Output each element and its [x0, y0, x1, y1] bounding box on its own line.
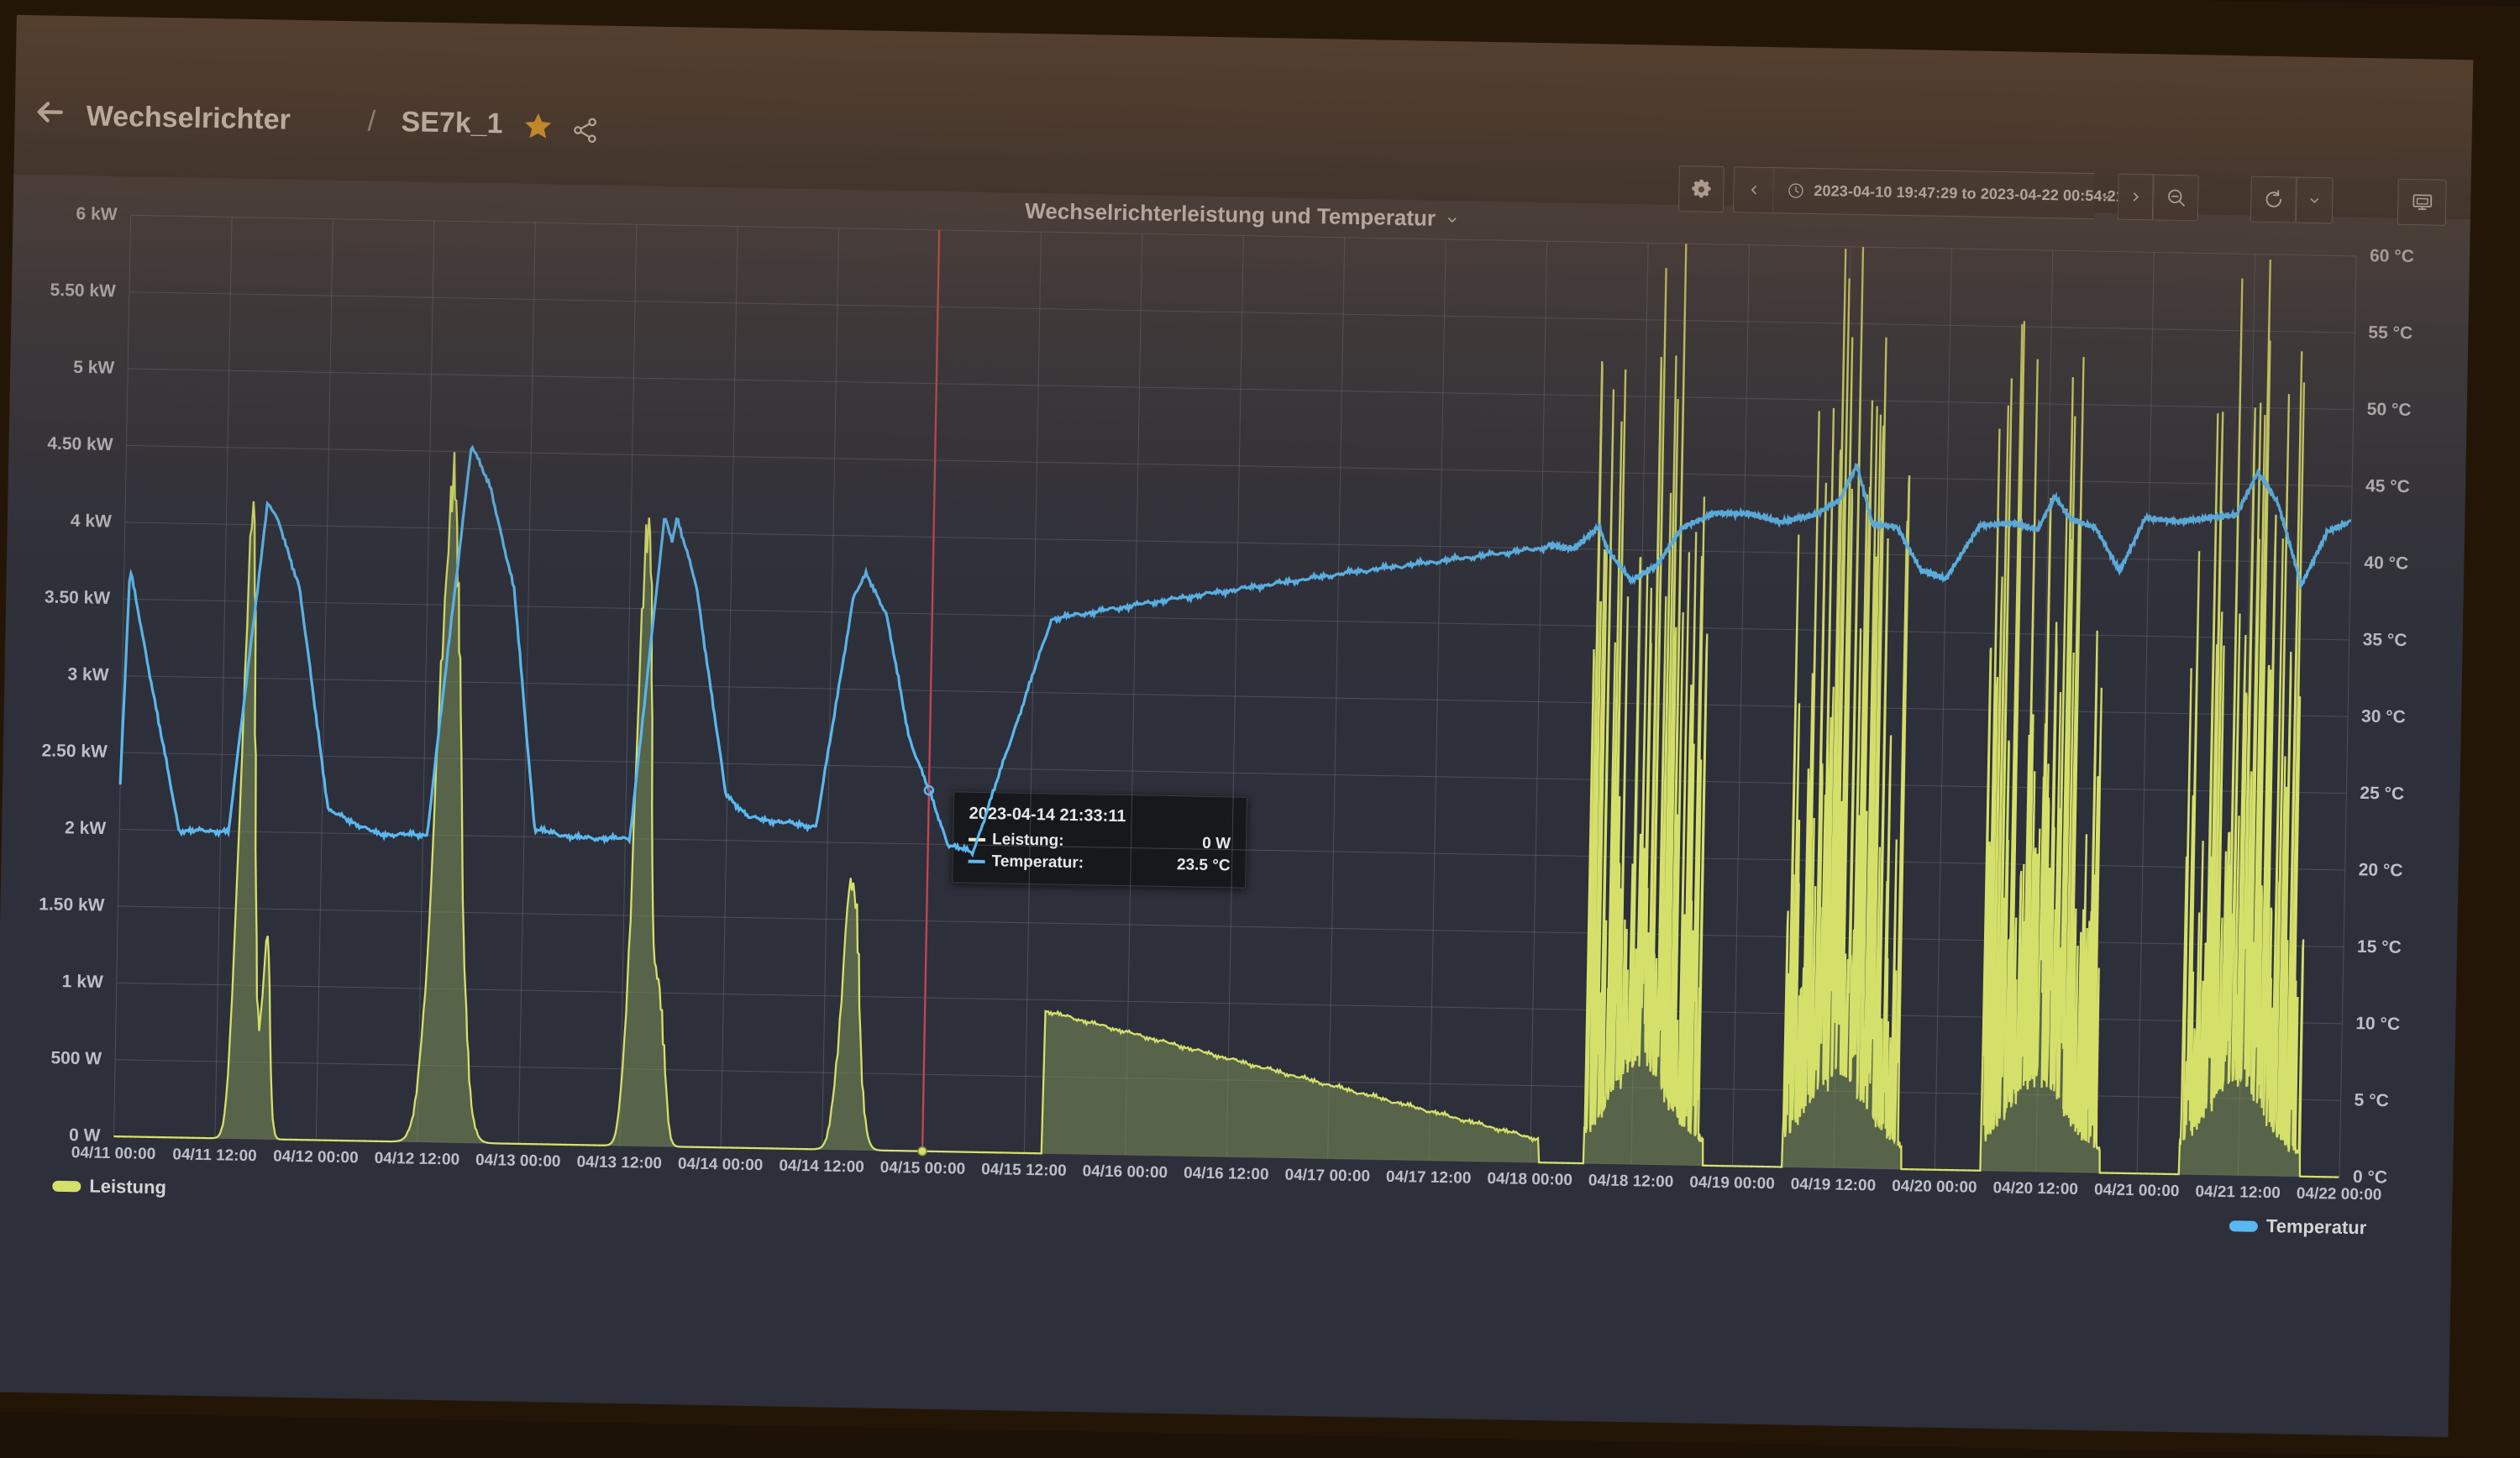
svg-text:30 °C: 30 °C — [2361, 707, 2406, 727]
svg-text:04/12 12:00: 04/12 12:00 — [375, 1150, 460, 1169]
svg-text:04/20 00:00: 04/20 00:00 — [1892, 1177, 1977, 1197]
svg-text:0 °C: 0 °C — [2353, 1167, 2387, 1188]
svg-text:0 W: 0 W — [69, 1125, 101, 1146]
svg-text:4.50 kW: 4.50 kW — [47, 434, 113, 454]
svg-text:04/14 12:00: 04/14 12:00 — [779, 1157, 864, 1177]
svg-text:500 W: 500 W — [50, 1048, 102, 1068]
svg-text:35 °C: 35 °C — [2363, 630, 2407, 650]
svg-text:04/12 00:00: 04/12 00:00 — [273, 1148, 359, 1167]
svg-text:04/17 12:00: 04/17 12:00 — [1386, 1168, 1472, 1188]
svg-text:20 °C: 20 °C — [2358, 860, 2402, 880]
svg-text:3 kW: 3 kW — [67, 664, 109, 684]
svg-text:50 °C: 50 °C — [2367, 400, 2412, 420]
svg-text:04/13 00:00: 04/13 00:00 — [475, 1151, 561, 1171]
svg-text:04/15 12:00: 04/15 12:00 — [981, 1161, 1067, 1180]
svg-text:04/19 12:00: 04/19 12:00 — [1791, 1176, 1877, 1195]
svg-text:04/14 00:00: 04/14 00:00 — [678, 1155, 764, 1174]
svg-text:04/20 12:00: 04/20 12:00 — [1992, 1179, 2078, 1198]
svg-text:04/21 00:00: 04/21 00:00 — [2094, 1181, 2180, 1200]
svg-text:04/15 00:00: 04/15 00:00 — [880, 1159, 966, 1178]
svg-text:2.50 kW: 2.50 kW — [41, 741, 108, 761]
svg-text:60 °C: 60 °C — [2370, 246, 2414, 266]
svg-text:4 kW: 4 kW — [71, 511, 113, 532]
svg-text:04/18 12:00: 04/18 12:00 — [1588, 1172, 1674, 1191]
svg-text:5 kW: 5 kW — [73, 358, 115, 378]
svg-text:5 °C: 5 °C — [2354, 1091, 2388, 1111]
svg-text:04/16 00:00: 04/16 00:00 — [1082, 1162, 1168, 1182]
svg-text:04/22 00:00: 04/22 00:00 — [2297, 1185, 2382, 1204]
svg-text:04/18 00:00: 04/18 00:00 — [1487, 1170, 1572, 1189]
svg-text:15 °C: 15 °C — [2357, 937, 2402, 957]
svg-text:3.50 kW: 3.50 kW — [45, 588, 111, 608]
svg-text:45 °C: 45 °C — [2365, 476, 2410, 496]
svg-text:25 °C: 25 °C — [2360, 784, 2404, 804]
svg-text:04/16 12:00: 04/16 12:00 — [1184, 1164, 1269, 1183]
svg-text:5.50 kW: 5.50 kW — [50, 281, 116, 301]
svg-text:04/17 00:00: 04/17 00:00 — [1284, 1167, 1370, 1186]
svg-text:40 °C: 40 °C — [2364, 553, 2408, 574]
svg-text:04/21 12:00: 04/21 12:00 — [2195, 1183, 2281, 1203]
svg-text:04/11 00:00: 04/11 00:00 — [71, 1144, 156, 1163]
svg-text:04/19 00:00: 04/19 00:00 — [1689, 1173, 1775, 1193]
svg-text:55 °C: 55 °C — [2368, 323, 2412, 344]
svg-text:1 kW: 1 kW — [62, 972, 104, 992]
svg-text:1.50 kW: 1.50 kW — [39, 894, 105, 915]
svg-text:6 kW: 6 kW — [76, 205, 118, 224]
svg-text:10 °C: 10 °C — [2355, 1014, 2400, 1034]
svg-text:2 kW: 2 kW — [65, 818, 107, 838]
svg-text:04/11 12:00: 04/11 12:00 — [172, 1146, 257, 1165]
svg-text:04/13 12:00: 04/13 12:00 — [576, 1153, 662, 1172]
